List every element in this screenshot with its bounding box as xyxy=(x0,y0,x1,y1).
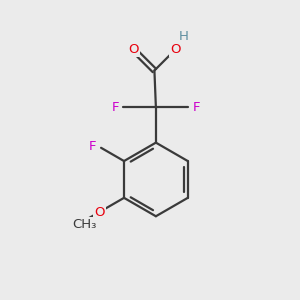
Text: F: F xyxy=(112,101,119,114)
Text: CH₃: CH₃ xyxy=(72,218,97,231)
Text: O: O xyxy=(94,206,105,219)
Text: O: O xyxy=(170,43,181,56)
Text: O: O xyxy=(128,43,139,56)
Text: F: F xyxy=(89,140,97,153)
Text: H: H xyxy=(178,30,188,43)
Text: F: F xyxy=(193,101,200,114)
